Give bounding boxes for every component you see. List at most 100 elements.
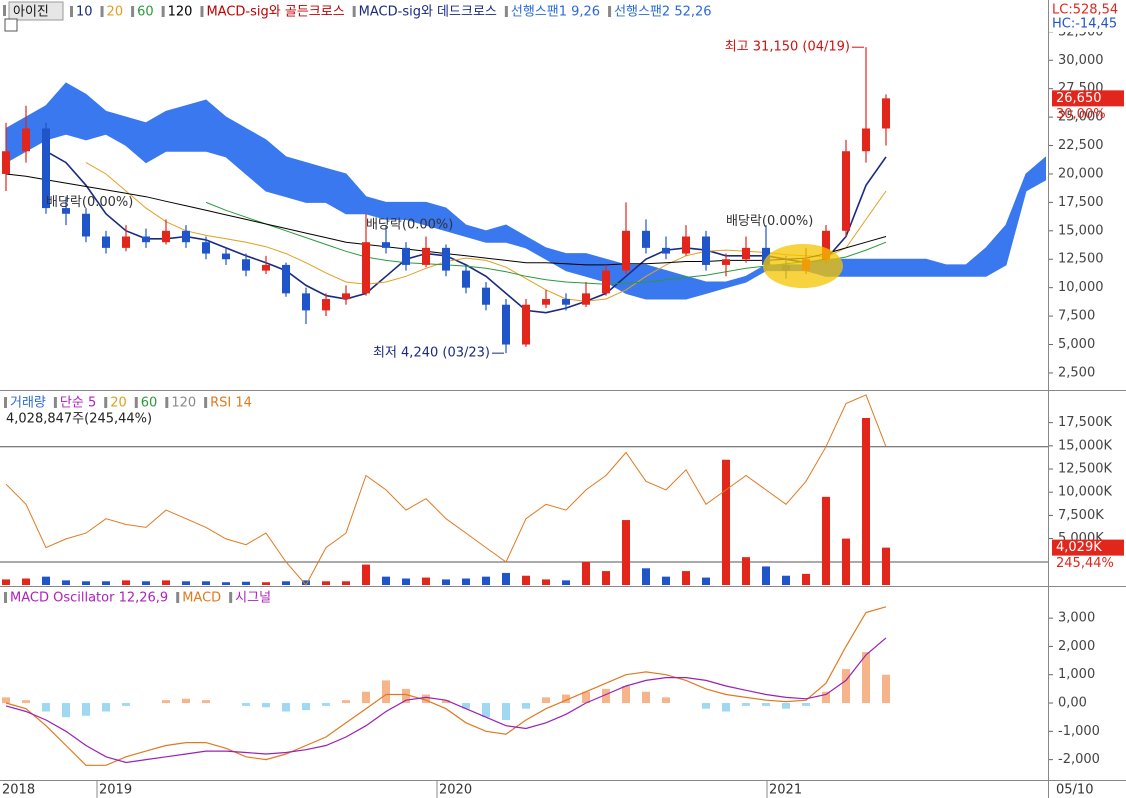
- legend-marker: [3, 5, 6, 16]
- candle-body: [162, 230, 170, 243]
- candle-body: [242, 259, 250, 271]
- volume-bar: [242, 581, 250, 585]
- legend-marker: [4, 397, 7, 408]
- legend-label: 선행스팬2 52,26: [614, 4, 711, 20]
- x-end-label: 05/10: [1056, 783, 1093, 798]
- oscillator-bar: [782, 703, 790, 709]
- span1-line: [5, 82, 1047, 283]
- volume-bar: [522, 575, 530, 585]
- volume-bar: [642, 568, 650, 585]
- oscillator-bar: [842, 669, 850, 704]
- candle-body: [202, 242, 210, 254]
- oscillator-bar: [2, 697, 10, 704]
- oscillator-bar: [722, 703, 730, 712]
- oscillator-bar: [302, 703, 310, 711]
- oscillator-bar: [562, 694, 570, 704]
- lc-label: LC:528,54: [1052, 3, 1118, 18]
- current-price-box: [1052, 90, 1124, 107]
- annotation: 배당락(0.00%): [46, 195, 133, 210]
- volume-bar: [322, 581, 330, 585]
- legend-marker: [504, 6, 508, 17]
- y-tick-label: -2,000: [1058, 752, 1100, 767]
- y-tick-label: 2,000: [1058, 639, 1095, 654]
- calculator-icon[interactable]: [4, 18, 18, 32]
- volume-bar: [702, 577, 710, 585]
- candle-body: [502, 304, 510, 345]
- volume-bar: [342, 581, 350, 585]
- plot-layer: [0, 47, 1048, 766]
- volume-bar: [762, 566, 770, 585]
- candle-body: [462, 270, 470, 288]
- legend-marker: [4, 592, 7, 603]
- x-start-label: 2018: [2, 783, 35, 798]
- candle-body: [562, 299, 570, 305]
- legend-label: MACD Oscillator 12,26,9: [10, 591, 168, 606]
- oscillator-bar: [262, 703, 270, 708]
- volume-bar: [222, 582, 230, 585]
- volume-bar: [22, 578, 30, 585]
- last-volume-label: 4,029K: [1056, 540, 1102, 555]
- y-tick-label: 5,000: [1058, 337, 1095, 352]
- x-tick-label: 2019: [99, 783, 132, 798]
- volume-bar: [482, 576, 490, 585]
- span2-line: [5, 133, 1047, 300]
- oscillator-bar: [482, 703, 490, 718]
- moving-average: [85, 162, 887, 302]
- oscillator-bar: [542, 697, 550, 704]
- candle-body: [302, 293, 310, 311]
- oscillator-bar: [742, 703, 750, 706]
- oscillator-bar: [42, 703, 50, 712]
- oscillator-bar: [242, 703, 250, 706]
- highlight: [763, 244, 843, 288]
- candle-body: [402, 247, 410, 265]
- change-label: 30,00%: [1056, 107, 1106, 122]
- volume-bar: [82, 581, 90, 585]
- oscillator-bar: [582, 691, 590, 704]
- candle-body: [582, 293, 590, 305]
- volume-bar: [542, 579, 550, 585]
- volume-bar: [42, 576, 50, 585]
- candle-body: [702, 236, 710, 265]
- oscillator-bar: [362, 691, 370, 704]
- y-tick-label: 25,000: [1058, 110, 1104, 125]
- volume-bar: [622, 520, 630, 585]
- volume-bar: [362, 564, 370, 585]
- legend-label: 120: [168, 5, 193, 20]
- oscillator-bar: [502, 703, 510, 721]
- oscillator-bar: [182, 698, 190, 704]
- annotation: 최저 4,240 (03/23): [373, 346, 490, 361]
- legend-label: 20: [110, 396, 127, 411]
- volume-bar: [802, 573, 810, 585]
- candle-body: [62, 208, 70, 214]
- volume-bar: [882, 547, 890, 585]
- y-tick-label: -1,000: [1058, 724, 1100, 739]
- oscillator-bar: [22, 700, 30, 704]
- y-tick-label: 15,000: [1058, 223, 1104, 238]
- volume-bar: [782, 575, 790, 585]
- candle-body: [262, 264, 270, 271]
- candle-body: [422, 247, 430, 265]
- legend-label: MACD: [182, 591, 221, 606]
- candle-body: [342, 293, 350, 300]
- oscillator-bar: [802, 703, 810, 706]
- oscillator-bar: [462, 703, 470, 709]
- oscillator-bar: [382, 680, 390, 704]
- legend-marker: [100, 6, 104, 17]
- volume-bar: [722, 459, 730, 585]
- stock-name: 아이진: [13, 5, 49, 20]
- rsi-line: [5, 394, 887, 586]
- volume-bar: [202, 581, 210, 585]
- stock-name-box: [8, 1, 64, 21]
- oscillator-bar: [422, 694, 430, 704]
- oscillator-bar: [662, 697, 670, 704]
- legend-marker: [53, 397, 57, 408]
- volume-bar: [582, 561, 590, 585]
- candle-body: [2, 151, 10, 174]
- candle-body: [142, 236, 150, 243]
- oscillator-bar: [282, 703, 290, 712]
- oscillator-bar: [342, 700, 350, 704]
- candle-body: [762, 247, 770, 265]
